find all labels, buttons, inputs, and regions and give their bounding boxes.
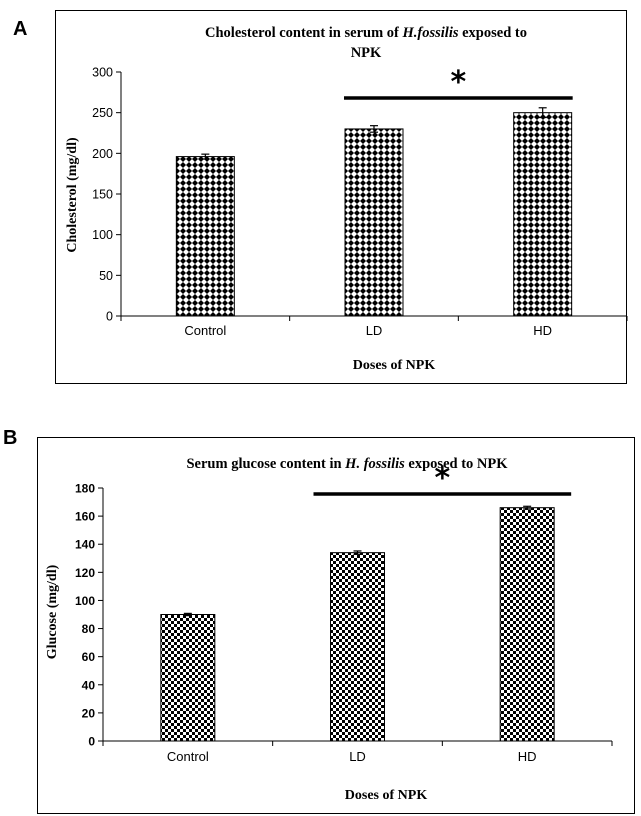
bar-ld [344, 128, 404, 317]
y-tick-label: 180 [75, 482, 95, 496]
category-label-hd: HD [533, 323, 552, 338]
chart-b-title: Serum glucose content in H. fossilis exp… [186, 456, 508, 472]
y-tick-label: 100 [92, 228, 113, 242]
y-tick-label: 100 [75, 594, 95, 608]
y-tick-label: 0 [106, 310, 113, 324]
significance-star: * [450, 65, 466, 100]
y-tick-label: 0 [88, 735, 95, 749]
panel-letter-b: B [3, 427, 18, 449]
chart-b-ylabel: Glucose (mg/dl) [45, 564, 60, 659]
category-label-control: Control [184, 323, 226, 338]
chart-a-plot: 0 50 100 150 200 250 300 Control LD HD * [92, 65, 628, 338]
category-label-ld: LD [349, 749, 366, 764]
category-label-ld: LD [366, 323, 383, 338]
chart-a-frame [55, 10, 627, 384]
y-tick-label: 20 [82, 706, 96, 720]
y-tick-label: 40 [82, 678, 96, 692]
chart-a-title-line2: NPK [351, 45, 382, 61]
bar-control [175, 156, 235, 317]
bar-hd [513, 112, 573, 317]
y-tick-label: 200 [92, 147, 113, 161]
chart-b-plot: 0 20 40 60 80 100 120 140 160 180 Control LD HD * [75, 461, 613, 764]
y-tick-label: 50 [99, 269, 113, 283]
y-tick-label: 300 [92, 66, 113, 80]
category-label-hd: HD [518, 749, 537, 764]
y-tick-label: 60 [82, 650, 96, 664]
chart-a-xlabel: Doses of NPK [353, 358, 436, 373]
bar-hd [499, 507, 555, 742]
y-tick-label: 80 [82, 622, 96, 636]
chart-a-title-line1: Cholesterol content in serum of H.fossil… [205, 25, 527, 41]
y-tick-label: 120 [75, 566, 95, 580]
y-tick-label: 250 [92, 106, 113, 120]
category-label-control: Control [167, 749, 209, 764]
y-tick-label: 160 [75, 510, 95, 524]
chart-a-ylabel: Cholesterol (mg/dl) [65, 137, 80, 253]
bar-ld [330, 552, 385, 742]
significance-star: * [434, 461, 450, 496]
y-tick-label: 140 [75, 538, 95, 552]
chart-b-frame [37, 437, 635, 814]
bar-control [160, 614, 216, 742]
chart-b-xlabel: Doses of NPK [345, 788, 428, 803]
y-tick-label: 150 [92, 188, 113, 202]
panel-letter-a: A [13, 18, 28, 40]
